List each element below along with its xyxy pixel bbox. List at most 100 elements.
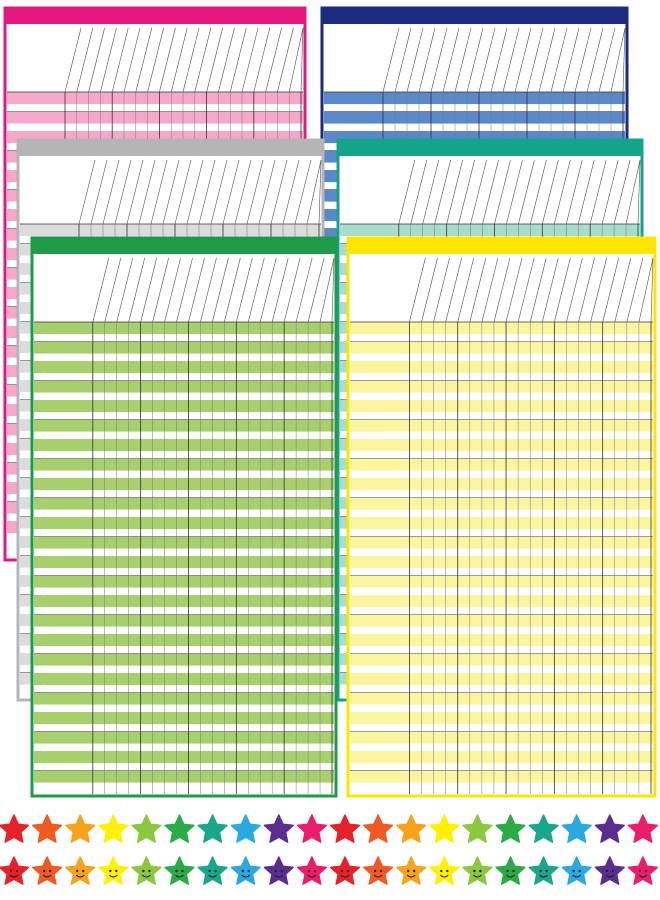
slant-line [574,27,592,93]
star-smile [9,874,19,878]
row-stripe [350,595,653,608]
star-smile [572,874,582,878]
slant-line [159,27,176,93]
star-smile [373,874,383,878]
slant-line [602,257,619,323]
star-eye [48,869,52,873]
star-sticker [462,856,493,885]
row-stripe [350,712,653,725]
star-sticker [98,814,129,843]
slant-line [482,159,499,225]
star-smile [274,874,284,878]
slant-line [88,27,105,93]
star-sticker [32,856,63,885]
slant-line [526,27,544,93]
row-stripe [20,224,321,237]
row-stripe [350,536,653,549]
slant-line [200,257,217,323]
row-stripe [350,770,653,783]
slant-line [174,159,192,225]
star-eye [247,869,250,873]
row-stripe [350,731,653,744]
slant-line [650,257,654,323]
star [197,814,228,843]
row-stripe [34,361,334,374]
slant-line [258,159,276,225]
slant-line [550,27,568,93]
slant-line [152,257,169,323]
star-eye [208,869,211,873]
incentive-chart [346,236,657,798]
slant-line [182,27,200,93]
row-stripe [34,478,334,491]
star [528,856,559,885]
star-sticker [363,814,394,843]
star [131,814,162,843]
slant-line [382,27,400,93]
star-eye [346,869,350,873]
slant-line [421,257,438,323]
row-stripe [34,673,334,686]
row-stripe [324,92,625,105]
star [32,814,63,843]
row-stripe [34,692,334,705]
row-stripe [34,439,334,452]
slant-line [493,257,511,323]
star-sticker [528,814,559,843]
star [230,814,261,843]
slant-line [566,257,583,323]
slant-line [170,27,188,93]
star-sticker [164,814,195,843]
slant-line [104,257,122,323]
row-stripe [350,575,653,588]
slant-line [111,27,129,93]
row-stripe [34,653,334,666]
star-eye [539,869,542,873]
row-stripe [34,595,334,608]
star-eye [148,869,151,873]
slant-line [446,159,463,225]
slant-line [331,257,335,323]
star-smile [175,874,184,878]
slant-line [259,257,277,323]
star [495,856,526,885]
star-eye [644,869,648,873]
star-smile [241,874,251,878]
star-sticker [495,856,526,885]
row-stripe [7,111,303,124]
star [363,814,394,843]
star-smile [406,874,416,878]
slant-line [418,27,436,93]
row-stripe [350,653,653,666]
slant-line [194,27,212,93]
slant-line [234,159,252,225]
slant-line [294,159,312,225]
star-sticker [65,856,96,885]
slant-line [478,27,496,93]
star-sticker [329,856,361,885]
slant-line [90,159,108,225]
row-stripe [34,341,334,354]
slant-line [277,27,294,93]
slant-line [622,27,626,93]
star-sticker [462,814,493,843]
star-smile [307,874,317,878]
slant-line [422,159,440,225]
star [429,814,460,843]
slant-line [100,27,117,93]
row-stripe [34,556,334,569]
star-eye [313,869,317,873]
star [329,856,361,885]
slant-line [162,159,180,225]
star-sticker [627,856,658,885]
star-eye [440,869,443,873]
slant-line [541,257,559,323]
star-eye [307,869,311,873]
star [263,814,294,843]
star-sticker [561,814,592,843]
slant-line [236,257,253,323]
slant-line [300,27,304,93]
slant-line [229,27,247,93]
row-stripe [350,341,653,354]
slant-line [92,257,110,323]
